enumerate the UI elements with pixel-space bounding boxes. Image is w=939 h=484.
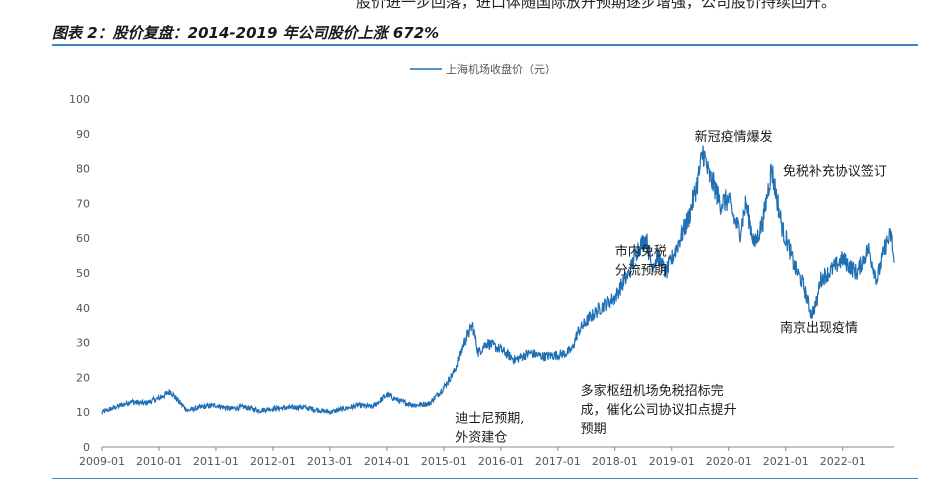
chart-annotation: 南京出现疫情 [780,320,858,336]
intro-text: 股价进一步回落，进口体随国际放开预期逐步增强，公司股价持续回升。 [356,0,837,11]
x-tick-label: 2009-01 [79,455,125,468]
chart-annotation: 多家枢纽机场免税招标完 [581,383,724,399]
x-tick-label: 2022-01 [820,455,866,468]
chart-annotation: 迪士尼预期, [455,412,524,427]
y-tick-label: 10 [76,406,90,419]
y-tick-label: 80 [76,163,90,176]
y-tick-label: 20 [76,371,90,384]
y-tick-label: 70 [76,197,90,210]
y-tick-label: 60 [76,232,90,245]
x-tick-label: 2017-01 [535,455,581,468]
y-tick-label: 30 [76,337,90,350]
x-tick-label: 2012-01 [250,455,296,468]
y-tick-label: 0 [83,441,90,454]
y-tick-label: 100 [69,93,90,106]
chart-annotation: 免税补充协议签订 [783,164,887,180]
figure-title: 图表 2：股价复盘：2014-2019 年公司股价上涨 672% [52,24,440,42]
bottom-rule [52,478,918,479]
series-line-shanghai-airport [101,145,895,416]
x-tick-label: 2019-01 [649,455,695,468]
x-tick-label: 2015-01 [421,455,467,468]
x-tick-label: 2020-01 [706,455,752,468]
x-tick-label: 2016-01 [478,455,524,468]
chart-annotation: 外资建仓 [455,431,507,446]
y-tick-label: 90 [76,128,90,141]
chart-annotation: 新冠疫情爆发 [695,129,773,145]
x-tick-label: 2011-01 [193,455,239,468]
x-tick-label: 2021-01 [763,455,809,468]
legend-label: 上海机场收盘价（元） [446,62,556,76]
x-tick-label: 2010-01 [136,455,182,468]
x-tick-label: 2013-01 [307,455,353,468]
chart-annotation: 预期 [581,422,607,437]
chart-annotation: 分流预期 [615,264,667,279]
y-tick-label: 50 [76,267,90,280]
x-tick-label: 2018-01 [592,455,638,468]
top-rule [52,44,918,46]
y-tick-label: 40 [76,302,90,315]
chart-annotation: 市内免税 [615,244,667,260]
chart-annotation: 成，催化公司协议扣点提升 [581,402,737,418]
x-tick-label: 2014-01 [364,455,410,468]
